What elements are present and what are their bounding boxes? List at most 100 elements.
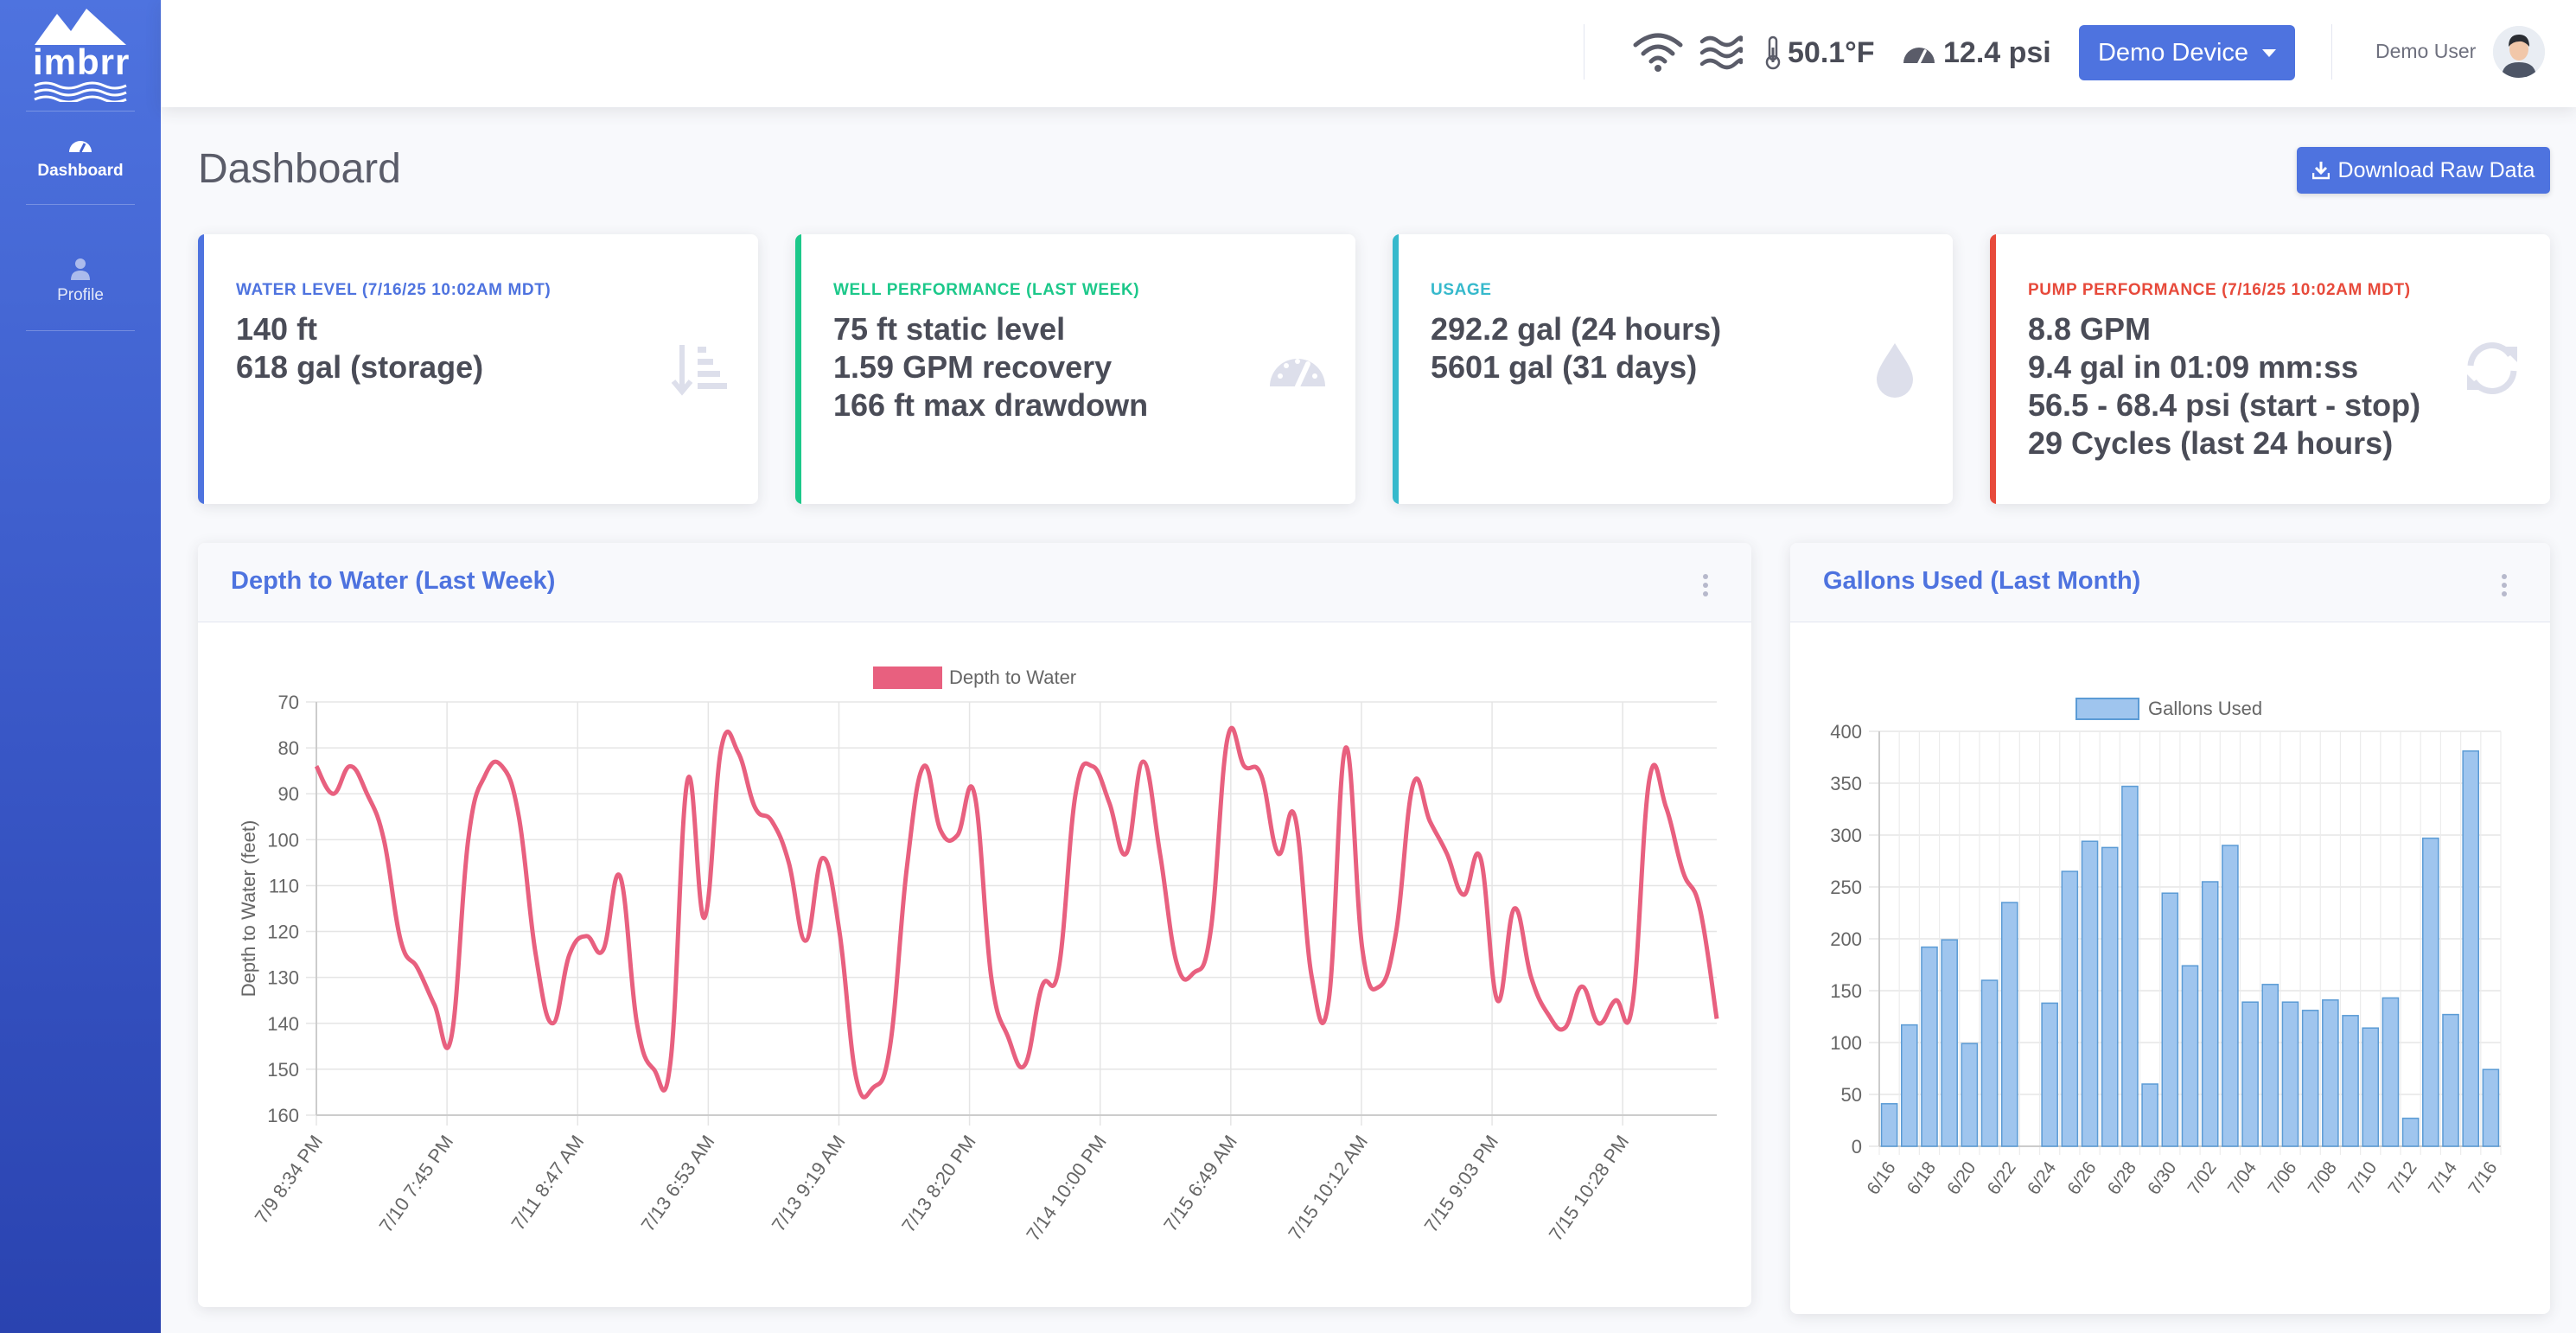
y-tick-label: 110 — [269, 875, 299, 896]
gallons-chart-panel: Gallons Used (Last Month) Gallons Used 0 5… — [1790, 543, 2550, 1314]
x-tick-label: 7/15 10:12 AM — [1284, 1132, 1372, 1245]
bar — [2081, 840, 2099, 1147]
card-line: 9.4 gal in 01:09 mm:ss — [2028, 349, 2359, 385]
x-tick-label: 6/26 — [2063, 1158, 2100, 1199]
user-name[interactable]: Demo User — [2375, 40, 2477, 62]
y-tick-label: 0 — [1852, 1136, 1862, 1158]
download-raw-data-button[interactable]: Download Raw Data — [2297, 147, 2550, 194]
y-tick-label: 150 — [1830, 980, 1862, 1002]
mountain-logo-icon — [35, 9, 126, 45]
legend-swatch — [2075, 698, 2139, 720]
y-tick-label: 70 — [278, 692, 299, 713]
legend-label: Gallons Used — [2148, 698, 2262, 719]
y-tick-label: 400 — [1830, 721, 1862, 743]
depth-chart: Depth to Water 70 80 90 100 110 120 130 140 150 16… — [238, 666, 1719, 1246]
brand-logo[interactable]: imbrr — [33, 7, 129, 102]
card-line: 618 gal (storage) — [236, 349, 484, 385]
y-tick-label: 100 — [1830, 1032, 1862, 1054]
legend-swatch — [873, 666, 942, 689]
bar — [1880, 1103, 1898, 1147]
depth-chart-panel: Depth to Water (Last Week) Depth to Wate… — [198, 543, 1751, 1307]
bar — [2422, 837, 2439, 1147]
bar — [2241, 1001, 2259, 1147]
bar — [2301, 1010, 2319, 1147]
card-line: 1.59 GPM recovery — [833, 349, 1113, 385]
x-tick-label: 7/14 10:00 PM — [1022, 1132, 1111, 1246]
page-title: Dashboard — [198, 146, 401, 192]
x-tick-label: 6/28 — [2104, 1158, 2140, 1199]
water-status[interactable] — [1699, 28, 1743, 78]
bar — [2342, 1015, 2359, 1147]
panel-title: Depth to Water (Last Week) — [231, 567, 556, 595]
more-options-icon[interactable] — [2502, 574, 2509, 596]
x-tick-label: 6/22 — [1984, 1158, 2020, 1199]
card-line: 140 ft — [236, 311, 318, 347]
avatar[interactable] — [2493, 26, 2545, 78]
y-tick-label: 120 — [267, 922, 299, 943]
more-options-icon[interactable] — [1703, 574, 1710, 596]
refresh-icon — [2467, 342, 2517, 394]
card-line: 166 ft max drawdown — [833, 387, 1149, 423]
x-tick-label: 7/06 — [2264, 1158, 2300, 1199]
gauge-icon — [1903, 48, 1935, 65]
pump-performance-card: PUMP PERFORMANCE (7/16/25 10:02AM MDT) 8… — [1990, 234, 2550, 504]
sidebar-item-profile[interactable]: Profile — [0, 258, 161, 306]
bar — [2201, 881, 2219, 1147]
bar — [1961, 1043, 1979, 1147]
bar — [2401, 1117, 2420, 1147]
waves-icon — [34, 81, 127, 102]
bar — [2061, 871, 2079, 1147]
x-tick-label: 7/15 10:28 PM — [1545, 1132, 1634, 1246]
water-drop-icon — [1877, 343, 1913, 398]
y-axis-label: Depth to Water (feet) — [238, 820, 259, 998]
bar — [2041, 1002, 2058, 1147]
sidebar-item-label: Dashboard — [37, 162, 124, 180]
bar — [1921, 946, 1938, 1147]
series-line — [314, 725, 1719, 1100]
card-title: WATER LEVEL (7/16/25 10:02AM MDT) — [236, 281, 552, 299]
card-line: 292.2 gal (24 hours) — [1431, 311, 1722, 347]
y-tick-label: 300 — [1830, 825, 1862, 846]
card-line: 8.8 GPM — [2028, 311, 2152, 347]
card-line: 5601 gal (31 days) — [1431, 349, 1698, 385]
y-tick-label: 200 — [1830, 928, 1862, 950]
card-title: WELL PERFORMANCE (LAST WEEK) — [833, 281, 1140, 299]
device-dropdown-button[interactable]: Demo Device — [2079, 25, 2295, 80]
temperature-value: 50.1°F — [1788, 35, 1875, 69]
x-tick-label: 6/16 — [1863, 1158, 1899, 1199]
y-tick-label: 90 — [278, 783, 299, 805]
usage-card: USAGE 292.2 gal (24 hours) 5601 gal (31 … — [1393, 234, 1953, 504]
caret-down-icon — [2262, 48, 2277, 57]
y-tick-label: 100 — [267, 829, 299, 851]
bar — [2261, 984, 2280, 1147]
card-line: 56.5 - 68.4 psi (start - stop) — [2028, 387, 2421, 423]
y-tick-label: 250 — [1830, 877, 1862, 898]
user-avatar-icon — [2493, 26, 2545, 78]
bar — [2121, 785, 2139, 1147]
bar — [2181, 965, 2199, 1147]
card-accent — [795, 234, 801, 504]
x-tick-label: 7/15 9:03 PM — [1420, 1132, 1503, 1237]
bar — [2362, 1027, 2380, 1147]
bar — [2482, 1068, 2500, 1147]
device-label: Demo Device — [2097, 38, 2249, 67]
x-tick-label: 7/10 — [2344, 1158, 2381, 1199]
pressure-reading: 12.4 psi — [1902, 28, 2051, 78]
bar — [2222, 845, 2239, 1147]
gauge-icon — [1270, 359, 1325, 389]
bar — [2382, 997, 2400, 1147]
sidebar-item-dashboard[interactable]: Dashboard — [0, 135, 161, 182]
x-tick-label: 6/24 — [2024, 1158, 2060, 1198]
bar — [2101, 846, 2119, 1147]
card-accent — [198, 234, 204, 504]
x-tick-label: 7/04 — [2224, 1158, 2260, 1198]
download-label: Download Raw Data — [2337, 157, 2535, 182]
bar — [2000, 902, 2018, 1147]
bar — [1941, 939, 1958, 1147]
x-tick-label: 6/20 — [1943, 1158, 1980, 1199]
x-tick-label: 7/13 9:19 AM — [768, 1132, 850, 1236]
card-accent — [1990, 234, 1996, 504]
bar — [2462, 750, 2480, 1147]
wifi-status[interactable] — [1632, 28, 1684, 78]
x-tick-label: 7/02 — [2184, 1158, 2221, 1199]
